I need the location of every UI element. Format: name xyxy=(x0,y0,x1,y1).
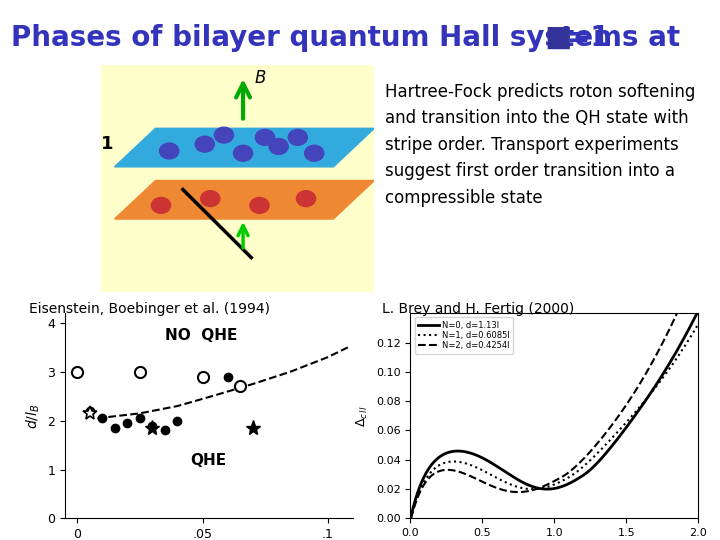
N=2, d=0.4254l xyxy=(500,487,508,494)
N=1, d=0.6085l xyxy=(616,427,624,433)
Circle shape xyxy=(297,191,315,206)
Circle shape xyxy=(195,136,215,152)
N=2, d=0.4254l xyxy=(406,515,415,522)
N=2, d=0.4254l xyxy=(616,411,624,417)
Circle shape xyxy=(151,198,171,213)
N=2, d=0.4254l xyxy=(614,413,623,420)
Circle shape xyxy=(215,127,233,143)
N=0, d=1.13l xyxy=(614,435,623,441)
N=1, d=0.6085l xyxy=(588,456,596,462)
N=1, d=0.6085l xyxy=(406,515,415,522)
N=1, d=0.6085l xyxy=(614,428,623,435)
N=1, d=0.6085l xyxy=(500,478,508,485)
Circle shape xyxy=(269,138,288,154)
Line: N=0, d=1.13l: N=0, d=1.13l xyxy=(410,310,698,518)
Y-axis label: $\Delta_{c\,ll}$: $\Delta_{c\,ll}$ xyxy=(355,405,370,427)
Text: ■: ■ xyxy=(544,24,572,52)
Text: NO  QHE: NO QHE xyxy=(165,328,238,343)
Circle shape xyxy=(288,130,307,145)
N=0, d=1.13l xyxy=(441,450,449,457)
Text: Eisenstein, Boebinger et al. (1994): Eisenstein, Boebinger et al. (1994) xyxy=(29,302,270,316)
Circle shape xyxy=(256,130,274,145)
N=2, d=0.4254l xyxy=(520,489,528,495)
Circle shape xyxy=(233,145,253,161)
N=0, d=1.13l xyxy=(406,515,415,522)
N=2, d=0.4254l xyxy=(680,295,688,302)
N=2, d=0.4254l xyxy=(441,467,449,473)
N=1, d=0.6085l xyxy=(694,321,703,327)
Text: Hartree-Fock predicts roton softening
and transition into the QH state with
stri: Hartree-Fock predicts roton softening an… xyxy=(384,83,695,206)
N=2, d=0.4254l xyxy=(588,447,596,454)
Text: L. Brey and H. Fertig (2000): L. Brey and H. Fertig (2000) xyxy=(382,302,574,316)
Text: $B$: $B$ xyxy=(254,69,266,87)
Line: N=2, d=0.4254l: N=2, d=0.4254l xyxy=(410,299,698,518)
Legend: N=0, d=1.13l, N=1, d=0.6085l, N=2, d=0.4254l: N=0, d=1.13l, N=1, d=0.6085l, N=2, d=0.4… xyxy=(415,318,513,354)
N=2, d=0.4254l xyxy=(694,295,703,302)
Circle shape xyxy=(305,145,324,161)
N=0, d=1.13l xyxy=(500,468,508,474)
Polygon shape xyxy=(114,129,374,167)
N=0, d=1.13l xyxy=(694,307,703,314)
Text: =1: =1 xyxy=(567,24,609,52)
N=1, d=0.6085l xyxy=(520,485,528,492)
Text: 1: 1 xyxy=(101,134,113,153)
Circle shape xyxy=(201,191,220,206)
N=0, d=1.13l xyxy=(616,433,624,440)
Circle shape xyxy=(160,143,179,159)
N=0, d=1.13l xyxy=(520,480,528,487)
Text: Phases of bilayer quantum Hall systems at: Phases of bilayer quantum Hall systems a… xyxy=(11,24,690,52)
Text: QHE: QHE xyxy=(190,453,226,468)
N=0, d=1.13l xyxy=(588,465,596,472)
Polygon shape xyxy=(114,180,374,219)
N=1, d=0.6085l xyxy=(441,460,449,466)
Y-axis label: $d/l_B$: $d/l_B$ xyxy=(24,403,42,429)
Circle shape xyxy=(250,198,269,213)
Line: N=1, d=0.6085l: N=1, d=0.6085l xyxy=(410,324,698,518)
